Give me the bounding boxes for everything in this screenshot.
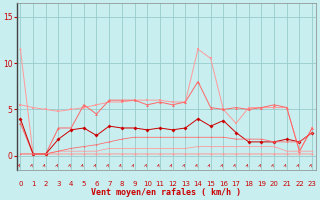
X-axis label: Vent moyen/en rafales ( km/h ): Vent moyen/en rafales ( km/h ) <box>91 188 241 197</box>
